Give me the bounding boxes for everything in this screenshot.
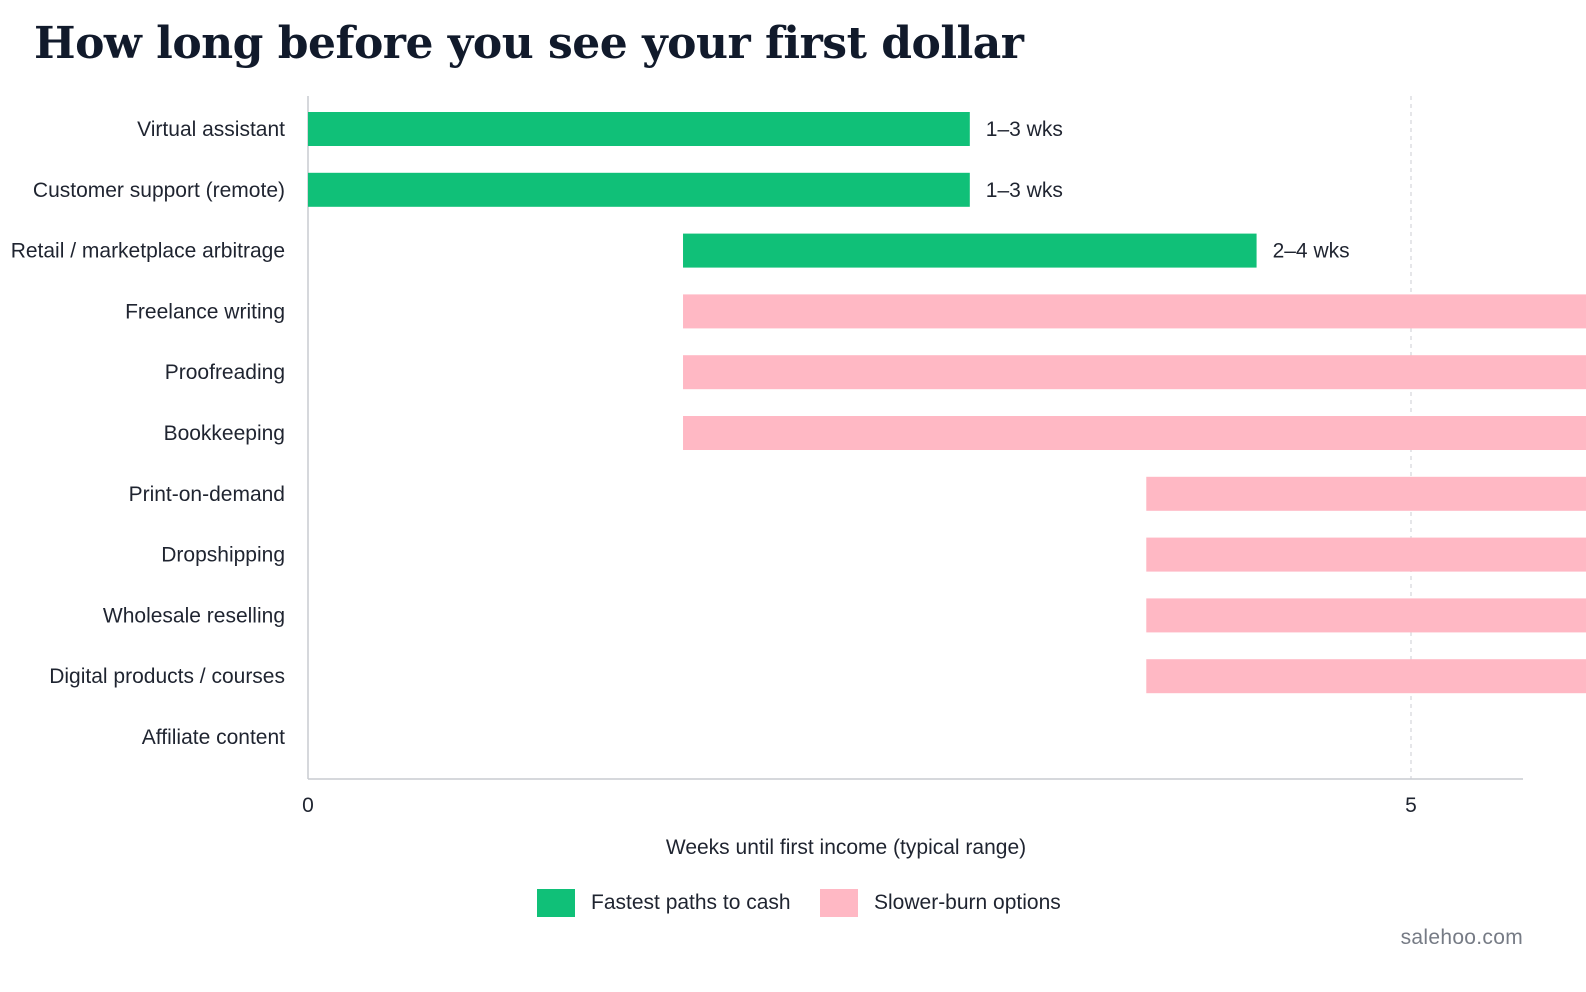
source-credit: salehoo.com <box>1400 926 1523 949</box>
legend-label-slow: Slower-burn options <box>874 891 1061 914</box>
bar-bookkeeping <box>683 416 1586 450</box>
x-tick-label-5: 5 <box>1405 794 1417 817</box>
bar-customer-support-remote <box>308 172 970 207</box>
x-axis-title: Weeks until first income (typical range) <box>666 836 1026 859</box>
category-label-affiliate-content: Affiliate content <box>142 726 285 749</box>
legend-item-slow: Slower-burn options <box>820 888 1061 918</box>
legend-swatch-slow <box>820 889 858 917</box>
bar-digital-products-courses <box>1146 659 1586 694</box>
x-tick-label-0: 0 <box>302 794 314 817</box>
bar-value-label-virtual-assistant: 1–3 wks <box>986 118 1063 141</box>
bar-freelance-writing <box>683 294 1586 329</box>
category-label-freelance-writing: Freelance writing <box>125 300 285 323</box>
legend-label-fast: Fastest paths to cash <box>591 891 791 914</box>
chart-title: How long before you see your first dolla… <box>34 18 1024 69</box>
legend-swatch-fast <box>537 889 575 917</box>
bar-value-label-customer-support-remote: 1–3 wks <box>986 179 1063 202</box>
bar-virtual-assistant <box>308 112 970 146</box>
legend-item-fast: Fastest paths to cash <box>537 888 791 918</box>
category-label-proofreading: Proofreading <box>165 361 285 384</box>
category-labels: Virtual assistant Customer support (remot… <box>11 118 285 749</box>
bar-retail-marketplace-arbitrage <box>683 233 1257 268</box>
category-label-wholesale-reselling: Wholesale reselling <box>103 604 285 627</box>
category-label-customer-support-remote: Customer support (remote) <box>33 179 285 202</box>
bar-value-label-retail-marketplace-arbitrage: 2–4 wks <box>1273 240 1350 263</box>
category-label-bookkeeping: Bookkeeping <box>164 422 285 445</box>
category-label-print-on-demand: Print-on-demand <box>129 483 285 506</box>
category-label-virtual-assistant: Virtual assistant <box>137 118 285 141</box>
bar-proofreading <box>683 355 1586 390</box>
legend: Fastest paths to cash Slower-burn option… <box>0 888 1586 918</box>
bar-dropshipping <box>1146 537 1586 572</box>
bars <box>308 112 1586 694</box>
axes <box>307 96 1523 780</box>
bar-print-on-demand <box>1146 476 1586 511</box>
x-tick-labels: 051015202530 <box>302 794 1417 817</box>
bar-wholesale-reselling <box>1146 598 1586 633</box>
category-label-digital-products-courses: Digital products / courses <box>49 665 285 688</box>
category-label-dropshipping: Dropshipping <box>161 544 285 567</box>
category-label-retail-marketplace-arbitrage: Retail / marketplace arbitrage <box>11 240 285 263</box>
